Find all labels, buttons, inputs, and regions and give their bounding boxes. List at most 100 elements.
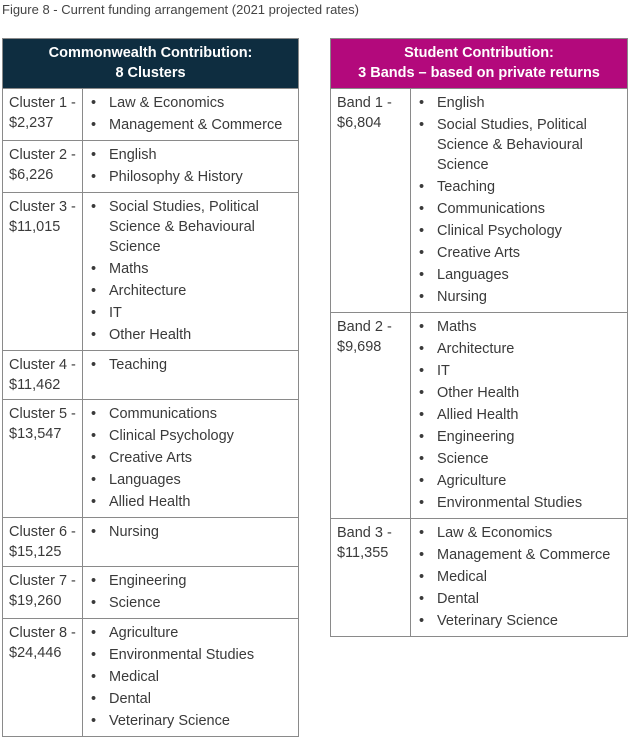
list-item: IT	[91, 303, 294, 323]
table-row: Cluster 8 - $24,446 AgricultureEnvironment…	[3, 618, 298, 736]
table-header: Commonwealth Contribution: 8 Clusters	[3, 39, 298, 88]
commonwealth-table: Commonwealth Contribution: 8 Clusters Clus…	[2, 38, 299, 737]
list-item: Allied Health	[419, 405, 582, 425]
table-row: Band 1 - $6,804 EnglishSocial Studies, Pol…	[331, 88, 627, 312]
header-line: Student Contribution:	[404, 45, 554, 61]
list-item: Agriculture	[419, 471, 582, 491]
list-item: Dental	[419, 589, 610, 609]
list-item: Agriculture	[91, 623, 254, 643]
list-item: English	[91, 145, 243, 165]
caption: Figure 8 - Current funding arrangement (…	[2, 2, 359, 17]
table-row: Band 3 - $11,355 Law & EconomicsManagement…	[331, 518, 627, 636]
list-item: Science	[419, 449, 582, 469]
list-item: Maths	[419, 317, 582, 337]
row-name: Cluster 2 -	[9, 147, 76, 163]
list-item: Clinical Psychology	[419, 221, 623, 241]
list-item: Law & Economics	[91, 93, 282, 113]
row-amount: $13,547	[9, 426, 62, 442]
row-amount: $19,260	[9, 593, 62, 609]
row-label: Cluster 1 - $2,237	[3, 89, 83, 140]
list-item: Nursing	[419, 287, 623, 307]
row-name: Cluster 6 -	[9, 524, 76, 540]
row-name: Cluster 4 -	[9, 357, 76, 373]
row-label: Cluster 4 - $11,462	[3, 351, 83, 399]
list-item: Maths	[91, 259, 294, 279]
table-row: Cluster 5 - $13,547 CommunicationsClinical…	[3, 399, 298, 517]
row-amount: $11,462	[9, 377, 61, 393]
row-name: Band 1 -	[337, 95, 392, 111]
row-label: Band 3 - $11,355	[331, 519, 411, 636]
list-item: Creative Arts	[91, 448, 234, 468]
list-item: Management & Commerce	[91, 115, 282, 135]
list-item: Medical	[419, 567, 610, 587]
item-list: EngineeringScience	[83, 567, 190, 618]
row-amount: $11,015	[9, 219, 61, 235]
list-item: Dental	[91, 689, 254, 709]
student-table: Student Contribution: 3 Bands – based on …	[330, 38, 628, 637]
list-item: IT	[419, 361, 582, 381]
list-item: Environmental Studies	[419, 493, 582, 513]
header-line: 3 Bands – based on private returns	[358, 65, 600, 81]
list-item: Architecture	[91, 281, 294, 301]
row-label: Cluster 3 - $11,015	[3, 193, 83, 350]
table-header: Student Contribution: 3 Bands – based on …	[331, 39, 627, 88]
list-item: Social Studies, Political Science & Beha…	[91, 197, 294, 257]
row-name: Cluster 8 -	[9, 625, 76, 641]
row-label: Band 2 - $9,698	[331, 313, 411, 518]
list-item: Engineering	[91, 571, 187, 591]
table-row: Cluster 1 - $2,237 Law & EconomicsManageme…	[3, 88, 298, 140]
item-list: Nursing	[83, 518, 163, 566]
row-name: Cluster 1 -	[9, 95, 76, 111]
item-list: Teaching	[83, 351, 171, 399]
list-item: Management & Commerce	[419, 545, 610, 565]
list-item: Teaching	[91, 355, 167, 375]
row-label: Cluster 8 - $24,446	[3, 619, 83, 736]
table-row: Cluster 3 - $11,015 Social Studies, Politi…	[3, 192, 298, 350]
list-item: Philosophy & History	[91, 167, 243, 187]
item-list: Law & EconomicsManagement & Commerce	[83, 89, 286, 140]
list-item: Environmental Studies	[91, 645, 254, 665]
list-item: Creative Arts	[419, 243, 623, 263]
list-item: Communications	[419, 199, 623, 219]
item-list: MathsArchitectureITOther HealthAllied He…	[411, 313, 586, 518]
row-label: Cluster 6 - $15,125	[3, 518, 83, 566]
row-name: Cluster 3 -	[9, 199, 76, 215]
list-item: Medical	[91, 667, 254, 687]
list-item: Social Studies, Political Science & Beha…	[419, 115, 623, 175]
row-amount: $24,446	[9, 645, 62, 661]
table-row: Cluster 7 - $19,260 EngineeringScience	[3, 566, 298, 618]
list-item: Teaching	[419, 177, 623, 197]
row-amount: $6,226	[9, 167, 54, 183]
table-row: Cluster 6 - $15,125 Nursing	[3, 517, 298, 566]
list-item: Other Health	[91, 325, 294, 345]
list-item: Architecture	[419, 339, 582, 359]
row-label: Cluster 5 - $13,547	[3, 400, 83, 517]
list-item: Nursing	[91, 522, 159, 542]
row-amount: $11,355	[337, 545, 389, 561]
item-list: EnglishPhilosophy & History	[83, 141, 247, 192]
list-item: Other Health	[419, 383, 582, 403]
list-item: English	[419, 93, 623, 113]
list-item: Engineering	[419, 427, 582, 447]
item-list: CommunicationsClinical PsychologyCreativ…	[83, 400, 238, 517]
list-item: Veterinary Science	[91, 711, 254, 731]
row-amount: $15,125	[9, 544, 62, 560]
item-list: Law & EconomicsManagement & CommerceMedi…	[411, 519, 614, 636]
list-item: Science	[91, 593, 186, 613]
row-amount: $2,237	[9, 115, 54, 131]
page: Figure 8 - Current funding arrangement (…	[0, 0, 630, 715]
list-item: Allied Health	[91, 492, 234, 512]
list-item: Languages	[419, 265, 623, 285]
row-label: Cluster 2 - $6,226	[3, 141, 83, 192]
table-row: Band 2 - $9,698 MathsArchitectureITOther H…	[331, 312, 627, 518]
header-line: Commonwealth Contribution:	[48, 45, 253, 61]
list-item: Clinical Psychology	[91, 426, 234, 446]
header-line: 8 Clusters	[115, 65, 186, 81]
row-label: Cluster 7 - $19,260	[3, 567, 83, 618]
row-label: Band 1 - $6,804	[331, 89, 411, 312]
row-amount: $9,698	[337, 339, 382, 355]
list-item: Languages	[91, 470, 234, 490]
item-list: EnglishSocial Studies, Political Science…	[411, 89, 627, 312]
list-item: Veterinary Science	[419, 611, 610, 631]
row-name: Band 2 -	[337, 319, 392, 335]
